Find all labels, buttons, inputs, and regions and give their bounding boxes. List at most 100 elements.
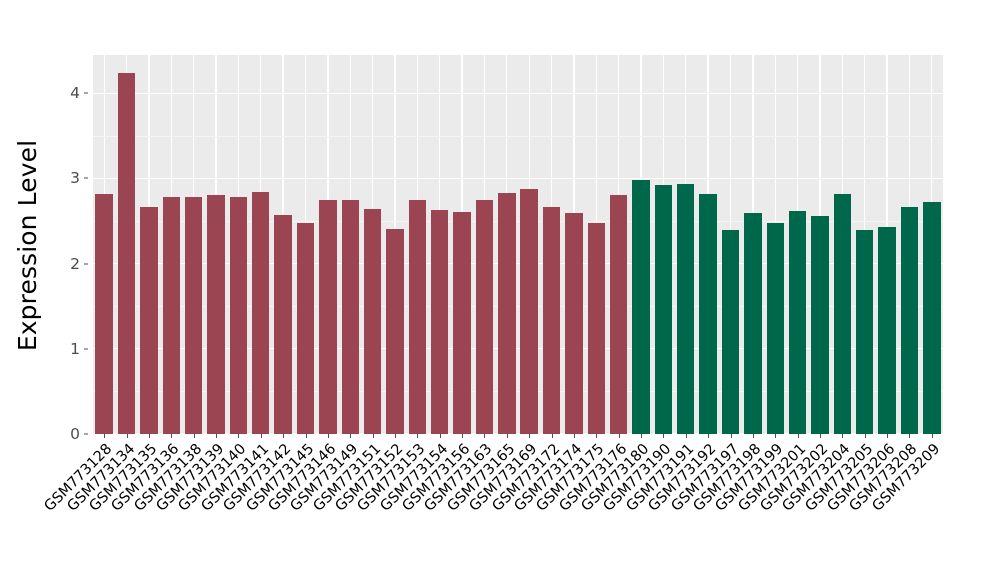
gridline-horizontal-minor xyxy=(93,220,943,222)
bar xyxy=(565,212,583,434)
y-axis-tick-mark xyxy=(84,92,88,94)
bar xyxy=(520,188,538,434)
gridline-horizontal-major xyxy=(93,348,943,350)
x-axis-tick-mark xyxy=(126,434,128,438)
plot-panel xyxy=(93,55,943,434)
gridline-horizontal-minor xyxy=(93,391,943,392)
x-axis-tick-mark xyxy=(641,434,643,438)
bar xyxy=(766,222,784,434)
bar xyxy=(587,222,605,434)
bar xyxy=(162,197,180,434)
y-axis-tick-mark xyxy=(84,433,88,435)
bar xyxy=(319,199,337,434)
x-axis-tick-mark xyxy=(417,434,419,438)
bar xyxy=(274,215,292,434)
gridline-horizontal-major xyxy=(93,433,943,434)
bar xyxy=(498,192,516,434)
bar xyxy=(811,215,829,434)
x-axis-tick-mark xyxy=(730,434,732,438)
gridline-horizontal-major xyxy=(93,177,943,180)
y-axis-tick-label: 1 xyxy=(70,339,80,358)
bar xyxy=(923,202,941,434)
x-axis-tick-mark xyxy=(819,434,821,438)
y-axis-tick-mark xyxy=(84,177,88,179)
bar xyxy=(609,194,628,434)
x-axis-tick-mark xyxy=(439,434,441,438)
x-axis-tick-mark xyxy=(842,434,844,438)
x-axis-tick-mark xyxy=(216,434,218,438)
bar xyxy=(252,192,270,434)
bar xyxy=(900,206,919,434)
bar xyxy=(878,227,896,434)
x-axis-tick-mark xyxy=(372,434,374,438)
bar xyxy=(117,72,136,434)
x-axis-tick-mark xyxy=(104,434,106,438)
bar xyxy=(788,210,807,434)
bar xyxy=(699,193,717,434)
bar xyxy=(833,193,852,434)
bar xyxy=(386,228,404,434)
x-axis-tick-mark xyxy=(148,434,150,438)
x-axis-tick-mark xyxy=(752,434,754,438)
x-axis-tick-mark xyxy=(551,434,553,438)
y-axis-title-label: Expression Level xyxy=(13,139,43,351)
x-axis-tick-mark xyxy=(596,434,598,438)
x-axis-tick-mark xyxy=(327,434,329,438)
x-axis-tick-mark xyxy=(260,434,262,438)
x-axis-tick-labels: GSM773128 GSM773134 GSM773135 GSM773136 GSM7… xyxy=(42,434,943,580)
bar xyxy=(677,183,695,434)
bar xyxy=(744,213,762,434)
x-axis-tick-mark xyxy=(573,434,575,438)
x-axis-tick-mark xyxy=(171,434,173,438)
bar xyxy=(184,197,203,434)
y-axis-tick-label: 3 xyxy=(70,169,80,188)
x-axis-tick-mark xyxy=(193,434,195,438)
bar xyxy=(430,210,449,434)
y-axis-tick-mark xyxy=(84,348,88,350)
x-axis-tick-mark xyxy=(350,434,352,438)
bar xyxy=(207,194,225,434)
bar xyxy=(95,193,113,434)
bar xyxy=(341,199,359,434)
bar xyxy=(453,211,471,434)
x-axis-tick-mark xyxy=(685,434,687,438)
bar xyxy=(140,207,158,434)
y-axis-title: Expression Level xyxy=(0,0,56,490)
y-axis-tick-label: 2 xyxy=(70,254,80,273)
x-axis-tick-mark xyxy=(283,434,285,438)
gridline-horizontal-minor xyxy=(93,305,943,307)
bar xyxy=(475,199,494,434)
bar xyxy=(229,197,248,434)
x-axis-tick-mark xyxy=(775,434,777,438)
x-axis-tick-mark xyxy=(506,434,508,438)
bar xyxy=(855,229,874,434)
gridline-horizontal-major xyxy=(93,263,943,265)
x-axis-tick-mark xyxy=(887,434,889,438)
x-axis-tick-mark xyxy=(529,434,531,438)
bar xyxy=(296,222,315,434)
gridline-horizontal-minor xyxy=(93,135,943,137)
gridline-horizontal-major xyxy=(93,92,943,94)
x-axis-tick-mark xyxy=(618,434,620,438)
x-axis-tick-mark xyxy=(797,434,799,438)
x-axis-tick-mark xyxy=(394,434,396,438)
bar xyxy=(632,180,650,434)
bar xyxy=(721,230,740,434)
x-axis-tick-mark xyxy=(708,434,710,438)
y-axis-tick-label: 4 xyxy=(70,84,80,103)
x-axis-tick-mark xyxy=(931,434,933,438)
bar xyxy=(542,206,561,434)
x-axis-tick-mark xyxy=(305,434,307,438)
bar xyxy=(363,209,382,434)
x-axis-tick-mark xyxy=(238,434,240,438)
bar xyxy=(408,199,427,434)
y-axis-tick-mark xyxy=(84,263,88,265)
y-axis-tick-labels: 0 1 2 3 4 xyxy=(56,0,88,580)
x-axis-tick-mark xyxy=(462,434,464,438)
x-axis-tick-mark xyxy=(909,434,911,438)
x-axis-tick-mark xyxy=(864,434,866,438)
y-axis-tick-label: 0 xyxy=(70,425,80,443)
x-axis-tick-mark xyxy=(484,434,486,438)
bar xyxy=(654,185,673,434)
